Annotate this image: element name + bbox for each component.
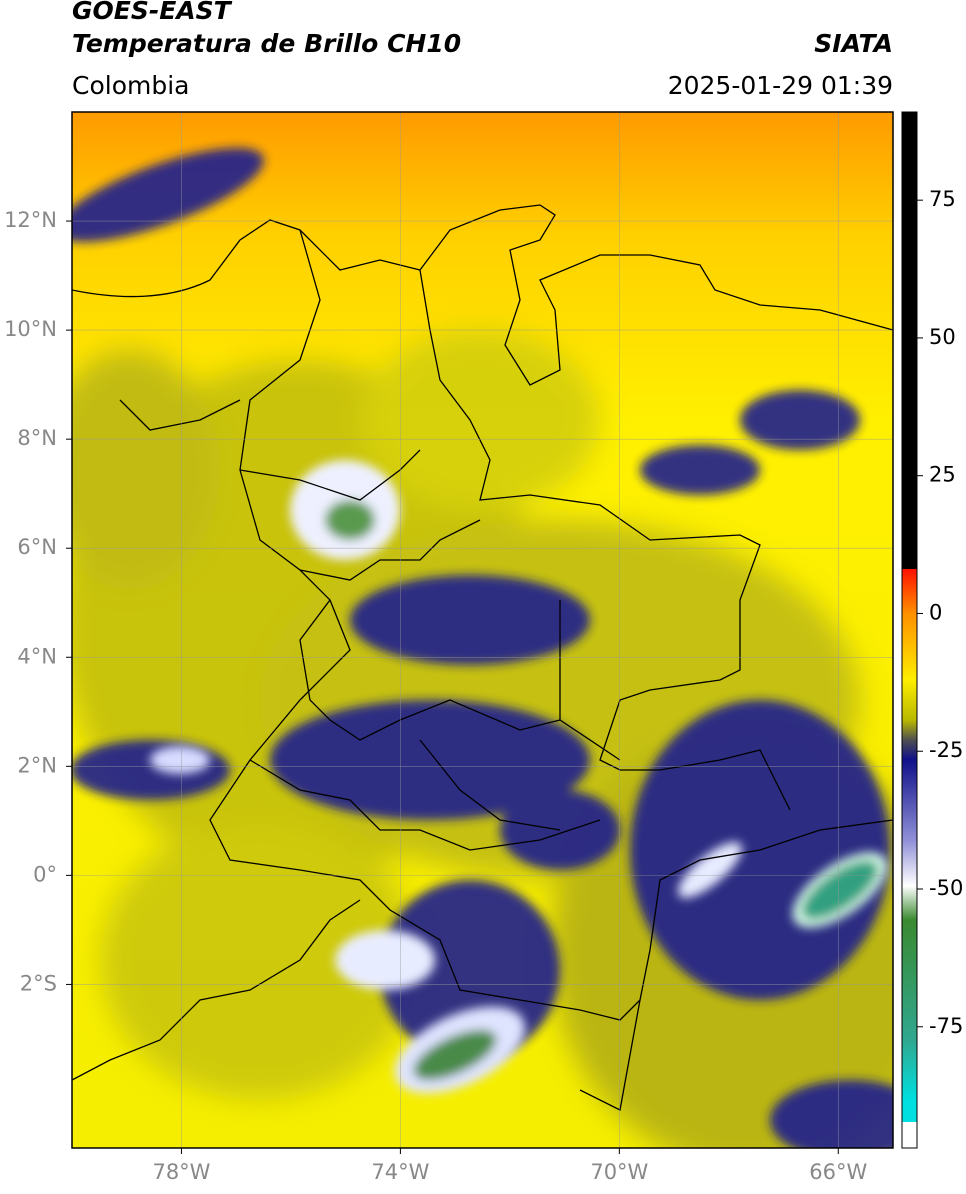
colorbar-tick-label: -25	[929, 738, 963, 762]
y-tick-label: 12°N	[4, 208, 57, 232]
y-tick-label: 8°N	[17, 426, 57, 450]
y-tick-label: 0°	[33, 862, 57, 886]
grid	[72, 112, 893, 1148]
colorbar-tick-label: 0	[929, 600, 942, 624]
colorbar-tick-label: 25	[929, 463, 956, 487]
x-tick-label: 66°W	[809, 1160, 867, 1184]
y-tick-label: 6°N	[17, 535, 57, 559]
colorbar	[901, 111, 918, 1149]
x-tick-label: 74°W	[371, 1160, 429, 1184]
colorbar-tick-label: -50	[929, 876, 963, 900]
datetime: 2025-01-29 01:39	[668, 71, 893, 100]
title: GOES-EAST	[72, 0, 233, 25]
map-frame	[71, 111, 894, 1149]
colorbar-tick-label: 75	[929, 187, 956, 211]
x-tick-label: 78°W	[152, 1160, 210, 1184]
satellite-image	[72, 112, 893, 1148]
y-tick-label: 2°S	[20, 971, 57, 995]
colorbar-tick-label: 50	[929, 325, 956, 349]
colorbar-tick-label: -75	[929, 1014, 963, 1038]
source: SIATA	[814, 29, 893, 58]
y-tick-label: 2°N	[17, 753, 57, 777]
y-tick-label: 4°N	[17, 644, 57, 668]
y-tick-label: 10°N	[4, 317, 57, 341]
subtitle: Temperatura de Brillo CH10	[72, 29, 461, 58]
region: Colombia	[72, 71, 189, 100]
x-tick-label: 70°W	[590, 1160, 648, 1184]
